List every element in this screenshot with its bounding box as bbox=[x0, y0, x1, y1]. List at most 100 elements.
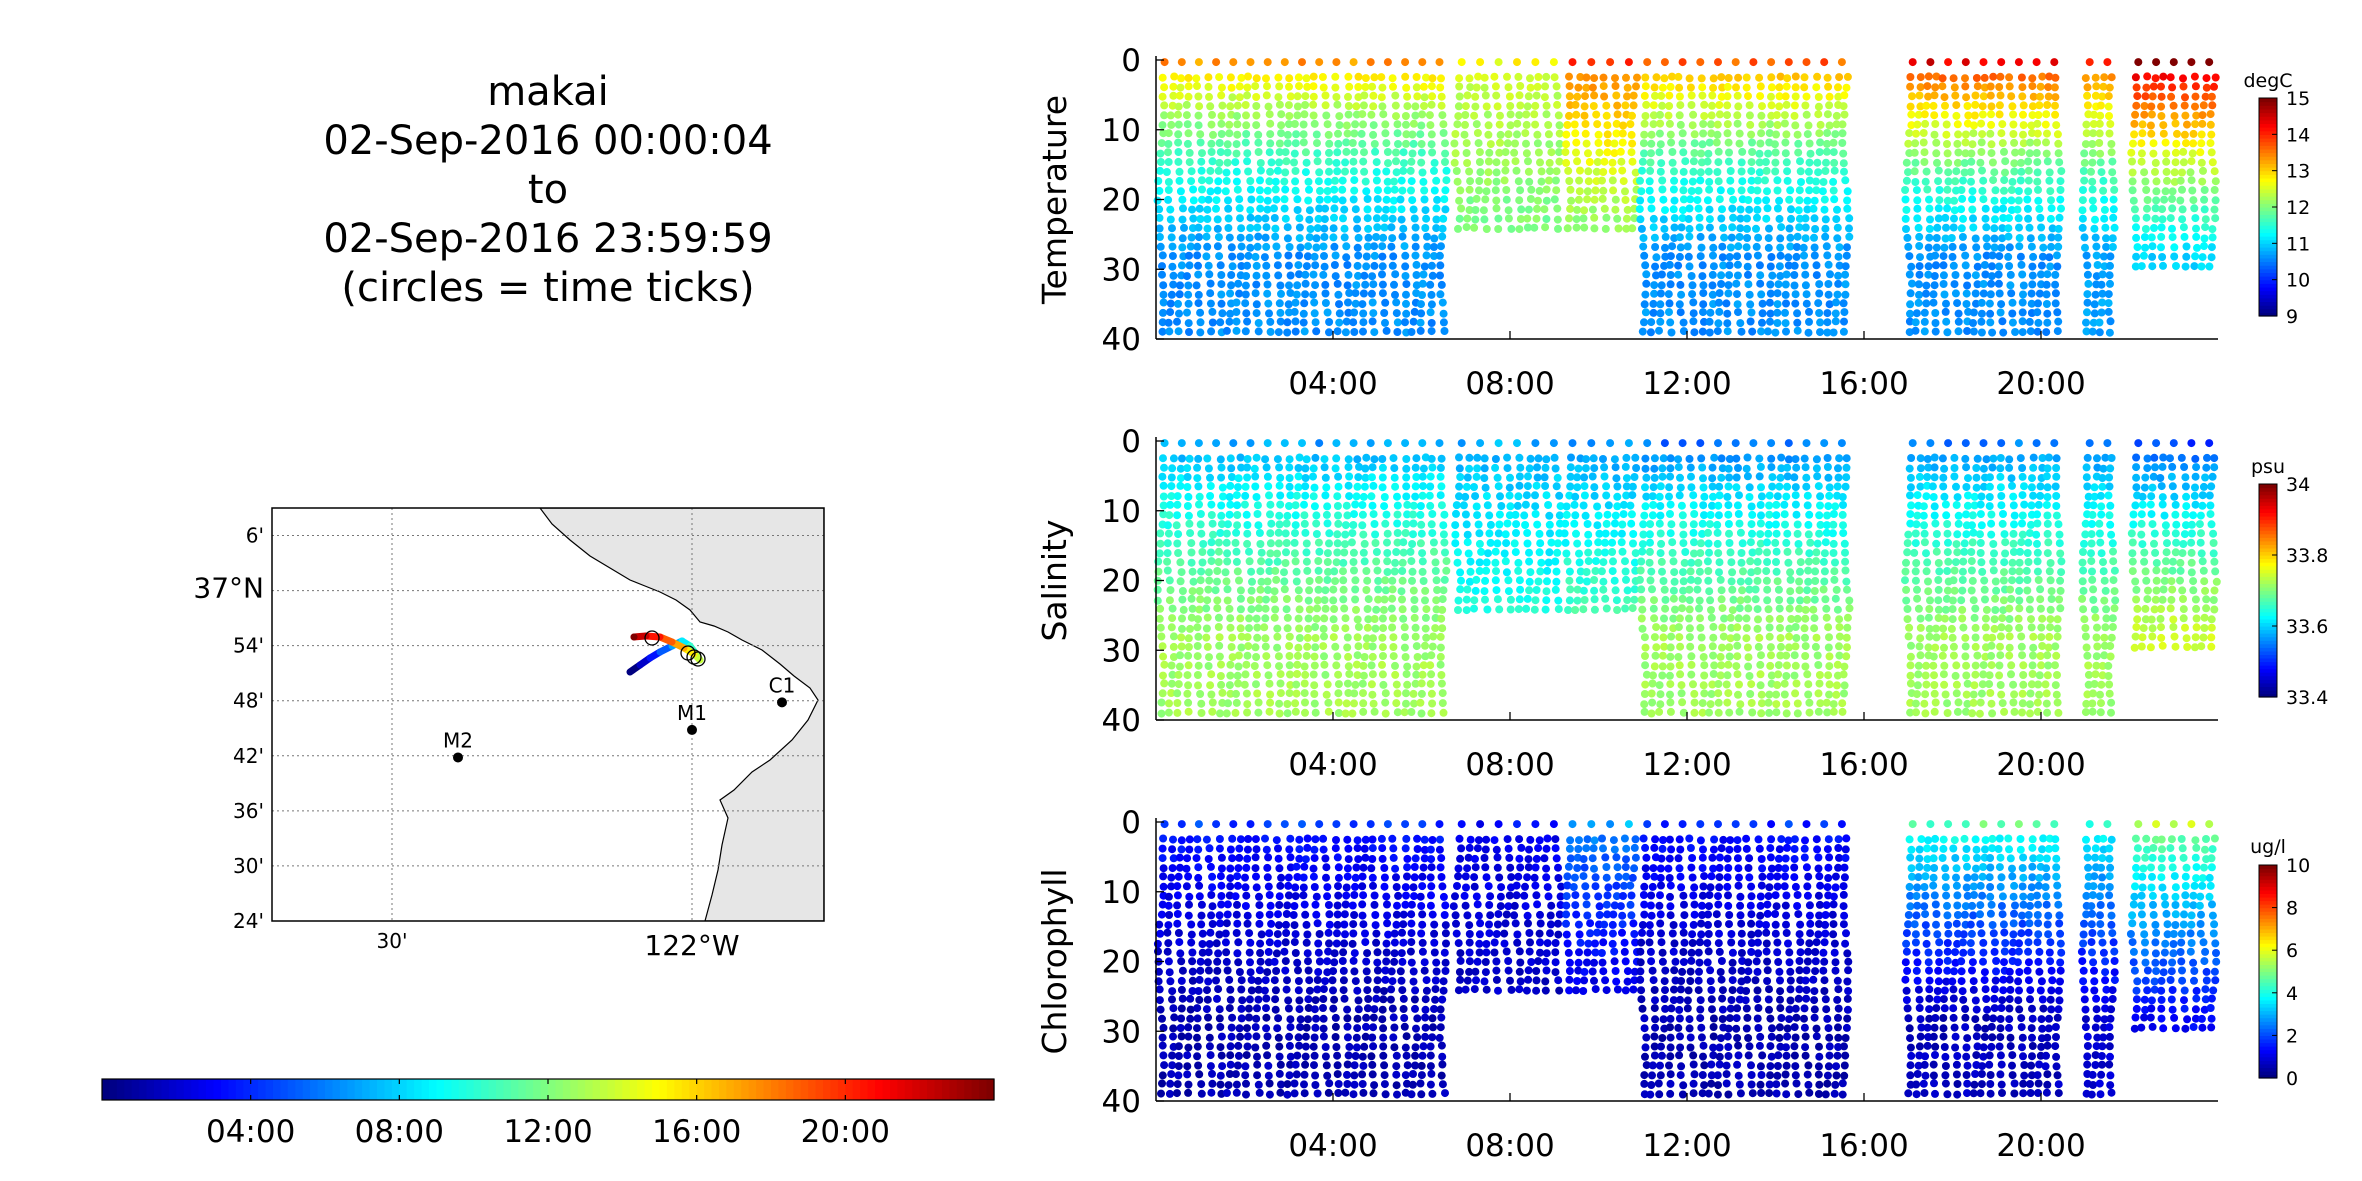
data-point bbox=[1525, 177, 1534, 186]
data-point bbox=[1679, 195, 1688, 204]
data-point bbox=[1291, 167, 1300, 175]
data-point bbox=[1374, 595, 1383, 604]
time-colorbar-strip bbox=[481, 1079, 490, 1100]
data-point bbox=[1437, 482, 1446, 491]
data-point bbox=[1981, 270, 1990, 279]
data-point bbox=[1998, 120, 2007, 129]
data-point bbox=[1169, 454, 1178, 463]
data-point bbox=[1475, 529, 1484, 538]
data-point bbox=[1379, 110, 1388, 119]
data-point bbox=[2168, 224, 2176, 233]
data-point bbox=[1233, 501, 1242, 510]
data-point bbox=[1989, 454, 1998, 463]
data-point bbox=[2106, 261, 2114, 270]
data-point bbox=[1573, 92, 1582, 101]
data-point bbox=[1795, 604, 1804, 613]
data-point bbox=[1426, 482, 1435, 491]
data-point bbox=[2083, 101, 2092, 110]
data-point bbox=[1291, 186, 1300, 195]
data-point bbox=[1658, 176, 1667, 185]
data-point bbox=[2109, 205, 2118, 214]
data-point bbox=[1768, 482, 1777, 491]
data-point bbox=[1465, 464, 1474, 473]
colorbar-strip bbox=[2259, 268, 2277, 273]
data-point bbox=[1657, 159, 1666, 168]
data-point bbox=[1696, 614, 1704, 623]
data-point bbox=[1454, 224, 1462, 233]
data-point bbox=[1388, 261, 1397, 270]
data-point bbox=[1372, 557, 1381, 566]
data-point bbox=[1502, 195, 1511, 204]
data-point bbox=[1285, 82, 1293, 91]
time-colorbar-strip bbox=[808, 1079, 817, 1100]
data-point bbox=[1845, 596, 1854, 605]
data-point bbox=[1339, 214, 1347, 223]
data-point bbox=[1977, 119, 1986, 128]
data-point bbox=[1915, 472, 1924, 481]
data-point bbox=[1972, 483, 1981, 492]
data-point bbox=[1971, 289, 1980, 298]
data-point bbox=[1160, 101, 1169, 110]
data-point bbox=[1825, 680, 1834, 689]
data-point bbox=[1439, 586, 1448, 595]
data-point bbox=[1351, 205, 1360, 214]
data-point bbox=[1676, 280, 1685, 289]
data-point bbox=[1333, 530, 1342, 539]
data-point bbox=[1409, 139, 1418, 148]
data-point bbox=[1763, 585, 1772, 594]
data-point bbox=[2054, 139, 2063, 148]
data-point bbox=[1379, 233, 1388, 242]
data-point bbox=[1902, 158, 1911, 167]
data-point bbox=[1410, 214, 1419, 223]
data-point bbox=[1902, 176, 1911, 185]
data-point bbox=[1766, 262, 1775, 271]
data-point bbox=[1348, 139, 1357, 147]
data-point bbox=[1441, 149, 1450, 158]
data-point bbox=[1265, 491, 1273, 500]
data-point bbox=[1646, 538, 1654, 547]
data-point bbox=[1840, 308, 1849, 317]
data-point bbox=[1666, 680, 1675, 689]
data-point bbox=[1427, 651, 1436, 660]
data-point bbox=[1379, 624, 1388, 633]
data-point bbox=[1403, 102, 1412, 111]
data-point bbox=[1350, 328, 1359, 336]
data-point bbox=[1252, 309, 1261, 318]
data-point bbox=[1332, 58, 1341, 67]
data-point bbox=[1709, 83, 1718, 92]
data-point bbox=[1579, 605, 1588, 614]
data-point bbox=[1545, 548, 1554, 557]
data-point bbox=[1432, 576, 1441, 585]
map-lon-tick-label: 122°W bbox=[644, 929, 739, 962]
data-point bbox=[2098, 289, 2107, 298]
data-point bbox=[2017, 148, 2026, 157]
data-point bbox=[1252, 680, 1260, 689]
time-colorbar-strip bbox=[414, 1079, 423, 1100]
data-point bbox=[1705, 138, 1714, 147]
data-point bbox=[1349, 167, 1358, 176]
data-point bbox=[2100, 205, 2109, 214]
data-point bbox=[1554, 605, 1563, 614]
data-point bbox=[1820, 439, 1829, 448]
data-point bbox=[1831, 130, 1840, 139]
data-point bbox=[1685, 624, 1694, 633]
data-point bbox=[2109, 213, 2118, 222]
data-point bbox=[1921, 709, 1930, 718]
data-point bbox=[1705, 205, 1714, 214]
data-point bbox=[1924, 262, 1933, 271]
data-point bbox=[1312, 530, 1321, 538]
data-point bbox=[1407, 186, 1415, 195]
data-point bbox=[1360, 482, 1369, 491]
data-point bbox=[1591, 567, 1600, 575]
data-point bbox=[1555, 139, 1564, 148]
data-point bbox=[1400, 643, 1409, 652]
data-point bbox=[1157, 709, 1166, 718]
data-point bbox=[1510, 148, 1519, 157]
data-point bbox=[1215, 158, 1224, 167]
data-point bbox=[1515, 595, 1524, 604]
data-point bbox=[2099, 176, 2108, 185]
data-point bbox=[1632, 82, 1640, 91]
data-point bbox=[1355, 462, 1363, 471]
data-point bbox=[1300, 327, 1309, 336]
data-point bbox=[1838, 129, 1847, 138]
